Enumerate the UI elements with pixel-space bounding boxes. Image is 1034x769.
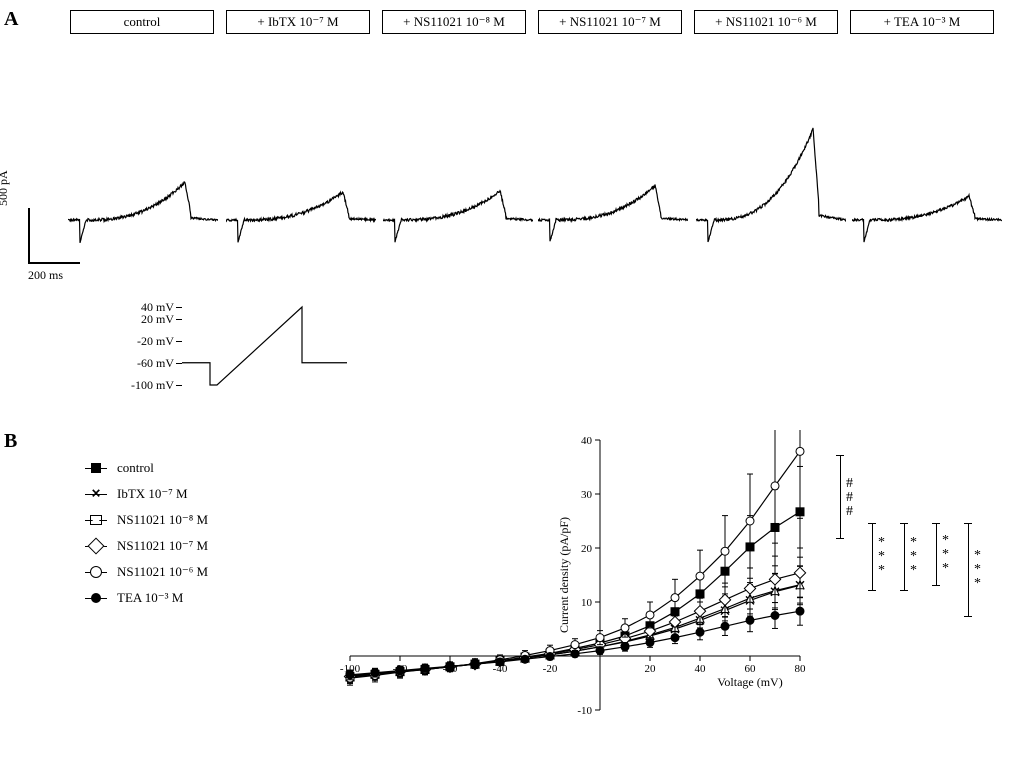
scalebar-x	[28, 262, 80, 264]
panel-a-letter: A	[4, 8, 18, 31]
svg-text:60: 60	[745, 663, 757, 675]
significance: ###************	[840, 455, 1034, 715]
trace-1	[226, 50, 376, 260]
svg-text:Voltage (mV): Voltage (mV)	[717, 675, 782, 689]
cond-box-5: + TEA 10⁻³ M	[850, 10, 994, 34]
trace-5	[852, 50, 1002, 260]
scalebar-y	[28, 208, 30, 262]
iv-plot: -100-80-60-40-2020406080-1010203040Curre…	[330, 430, 810, 740]
legend: control ✕IbTX 10⁻⁷ M NS11021 10⁻⁸ M NS11…	[85, 455, 208, 611]
ramp-n20: -20 mV	[120, 334, 174, 349]
svg-text:20: 20	[645, 663, 657, 675]
ramp-svg	[182, 300, 352, 390]
svg-text:-20: -20	[543, 663, 558, 675]
ramp-n100: -100 mV	[120, 378, 174, 393]
ramp-20: 20 mV	[120, 312, 174, 327]
ramp-protocol: 40 mV 20 mV -20 mV -60 mV -100 mV	[120, 300, 350, 386]
svg-text:-10: -10	[577, 705, 592, 717]
svg-text:10: 10	[581, 597, 593, 609]
cond-box-0: control	[70, 10, 214, 34]
legend-ns8: NS11021 10⁻⁸ M	[85, 507, 208, 533]
legend-label-ns8: NS11021 10⁻⁸ M	[117, 512, 208, 528]
legend-ns7: NS11021 10⁻⁷ M	[85, 533, 208, 559]
ramp-n60: -60 mV	[120, 356, 174, 371]
svg-text:40: 40	[695, 663, 707, 675]
trace-4	[696, 50, 846, 260]
legend-control: control	[85, 455, 208, 481]
cond-box-1: + IbTX 10⁻⁷ M	[226, 10, 370, 34]
legend-label-control: control	[117, 460, 154, 476]
legend-tea: TEA 10⁻³ M	[85, 585, 208, 611]
legend-ns6: NS11021 10⁻⁶ M	[85, 559, 208, 585]
legend-label-ibtx: IbTX 10⁻⁷ M	[117, 486, 188, 502]
cond-box-2: + NS11021 10⁻⁸ M	[382, 10, 526, 34]
svg-text:80: 80	[795, 663, 807, 675]
legend-label-ns7: NS11021 10⁻⁷ M	[117, 538, 208, 554]
trace-3	[538, 50, 688, 260]
legend-label-ns6: NS11021 10⁻⁶ M	[117, 564, 208, 580]
condition-row: control + IbTX 10⁻⁷ M + NS11021 10⁻⁸ M +…	[70, 10, 1000, 36]
panel-b-letter: B	[4, 430, 17, 453]
svg-text:30: 30	[581, 489, 593, 501]
scalebar-y-label: 500 pA	[0, 170, 11, 206]
cond-box-4: + NS11021 10⁻⁶ M	[694, 10, 838, 34]
figure-root: A control + IbTX 10⁻⁷ M + NS11021 10⁻⁸ M…	[0, 0, 1034, 769]
iv-svg: -100-80-60-40-2020406080-1010203040Curre…	[330, 430, 810, 740]
cond-box-3: + NS11021 10⁻⁷ M	[538, 10, 682, 34]
legend-ibtx: ✕IbTX 10⁻⁷ M	[85, 481, 208, 507]
scalebar-x-label: 200 ms	[28, 268, 63, 283]
scalebar: 500 pA 200 ms	[8, 200, 158, 260]
legend-label-tea: TEA 10⁻³ M	[117, 590, 183, 606]
traces-row	[38, 50, 1034, 260]
trace-2	[383, 50, 533, 260]
svg-text:Current density (pA/pF): Current density (pA/pF)	[557, 517, 571, 633]
svg-text:20: 20	[581, 543, 593, 555]
svg-text:40: 40	[581, 435, 593, 447]
panel-b: control ✕IbTX 10⁻⁷ M NS11021 10⁻⁸ M NS11…	[60, 420, 1010, 760]
